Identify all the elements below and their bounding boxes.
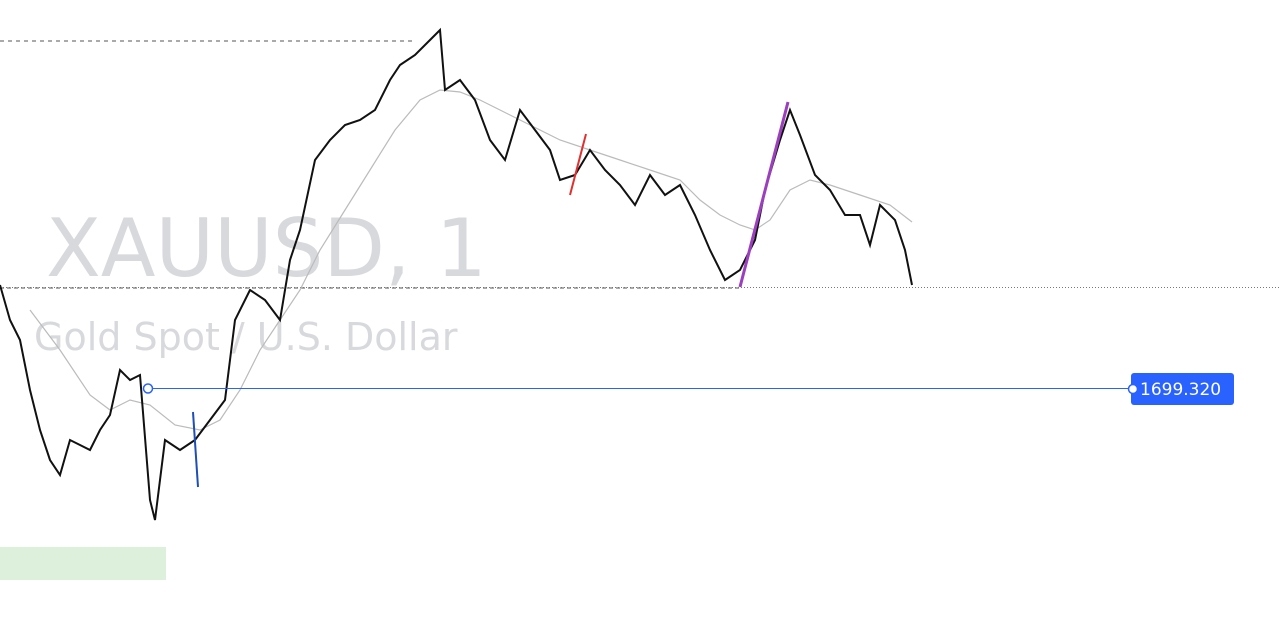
ray-anchor[interactable] (142, 383, 154, 394)
watermark-description: Gold Spot / U.S. Dollar (34, 315, 458, 359)
ray-anchor[interactable] (1127, 383, 1139, 395)
price-label: 1699.320 (1140, 380, 1221, 400)
trend-line (192, 411, 199, 488)
watermark-symbol: XAUUSD, 1 (46, 202, 487, 295)
price-label-box[interactable] (1131, 373, 1234, 405)
trend-line (738, 101, 790, 288)
zone-box (0, 547, 166, 580)
trend-line (569, 133, 587, 196)
moving-average (29, 89, 913, 431)
